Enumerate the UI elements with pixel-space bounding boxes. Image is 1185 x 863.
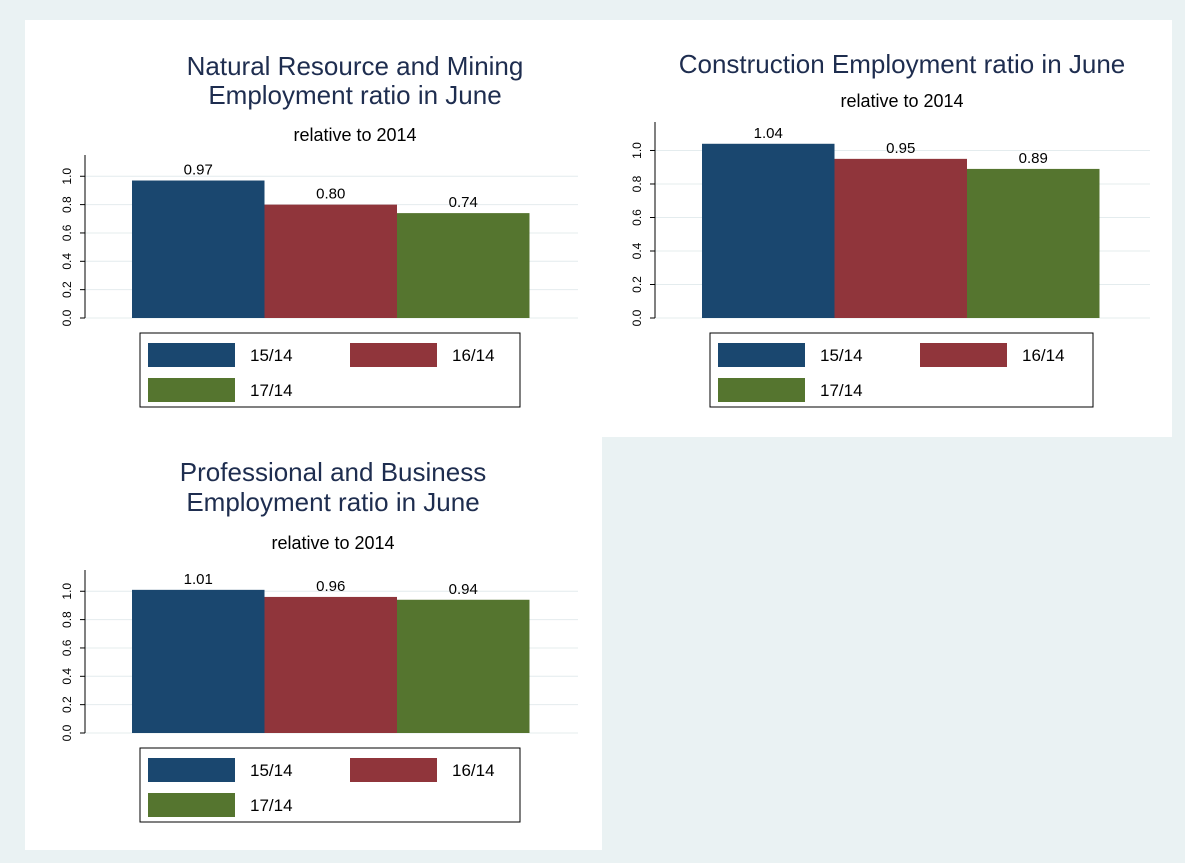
value-label: 0.97 <box>184 162 213 179</box>
bar <box>967 168 1100 318</box>
y-tick-label: 0.0 <box>60 309 74 326</box>
legend-swatch <box>148 378 235 402</box>
y-tick-label: 0.2 <box>630 276 644 293</box>
y-tick-label: 0.8 <box>630 175 644 192</box>
legend-label: 16/14 <box>452 346 495 365</box>
legend-swatch <box>350 343 437 367</box>
value-label: 0.74 <box>449 194 478 211</box>
bar <box>132 180 265 318</box>
bar <box>132 589 265 733</box>
y-tick-label: 0.4 <box>60 253 74 270</box>
bar <box>397 213 530 318</box>
value-label: 1.04 <box>754 125 783 142</box>
legend-swatch <box>718 378 805 402</box>
y-tick-label: 0.8 <box>60 611 74 628</box>
legend-swatch <box>718 343 805 367</box>
legend-swatch <box>148 793 235 817</box>
y-tick-label: 0.2 <box>60 696 74 713</box>
y-tick-label: 1.0 <box>60 583 74 600</box>
chart-subtitle: relative to 2014 <box>840 91 963 111</box>
legend-swatch <box>920 343 1007 367</box>
y-tick-label: 0.8 <box>60 196 74 213</box>
chart-title: Employment ratio in June <box>186 487 479 517</box>
legend-label: 15/14 <box>820 346 863 365</box>
chart-title: Employment ratio in June <box>208 80 501 110</box>
bar <box>397 599 530 733</box>
bar <box>702 143 835 318</box>
value-label: 1.01 <box>184 571 213 588</box>
chart-title: Natural Resource and Mining <box>187 51 524 81</box>
y-tick-label: 0.4 <box>60 668 74 685</box>
y-tick-label: 0.0 <box>630 309 644 326</box>
chart-subtitle: relative to 2014 <box>293 125 416 145</box>
chart-subtitle: relative to 2014 <box>271 533 394 553</box>
legend-label: 17/14 <box>820 381 863 400</box>
y-tick-label: 1.0 <box>630 142 644 159</box>
value-label: 0.89 <box>1019 150 1048 167</box>
value-label: 0.80 <box>316 186 345 203</box>
y-tick-label: 1.0 <box>60 168 74 185</box>
bar <box>834 158 967 318</box>
legend-swatch <box>350 758 437 782</box>
value-label: 0.94 <box>449 581 478 598</box>
y-tick-label: 0.6 <box>60 639 74 656</box>
legend-swatch <box>148 758 235 782</box>
legend-label: 16/14 <box>1022 346 1065 365</box>
y-tick-label: 0.6 <box>630 209 644 226</box>
y-tick-label: 0.0 <box>60 724 74 741</box>
value-label: 0.95 <box>886 140 915 157</box>
bar <box>264 204 397 318</box>
chart-title: Construction Employment ratio in June <box>679 49 1126 79</box>
legend-label: 17/14 <box>250 381 293 400</box>
legend-label: 15/14 <box>250 761 293 780</box>
chart-title: Professional and Business <box>180 457 486 487</box>
legend-label: 16/14 <box>452 761 495 780</box>
y-tick-label: 0.6 <box>60 224 74 241</box>
legend-swatch <box>148 343 235 367</box>
y-tick-label: 0.2 <box>60 281 74 298</box>
y-tick-label: 0.4 <box>630 242 644 259</box>
chart: Construction Employment ratio in June rel… <box>630 49 1150 408</box>
legend-label: 15/14 <box>250 346 293 365</box>
bar <box>264 596 397 733</box>
legend-label: 17/14 <box>250 796 293 815</box>
value-label: 0.96 <box>316 578 345 595</box>
